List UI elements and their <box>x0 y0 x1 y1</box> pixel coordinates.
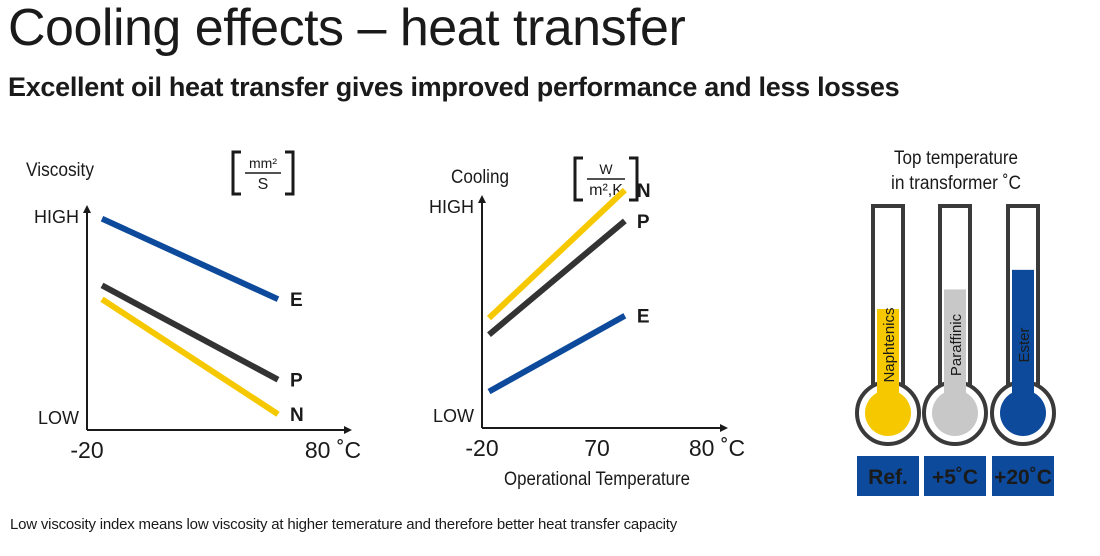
chart2-series-label-e: E <box>637 307 650 328</box>
chart2-series-label-n: N <box>637 181 651 202</box>
thermometer-ester: Ester +20˚C <box>990 204 1056 496</box>
page-title: Cooling effects – heat transfer <box>8 0 686 57</box>
thermometer-bulb-fluid-paraffinic <box>932 390 978 436</box>
value-box-naphtenics <box>857 456 919 496</box>
thermometer-bulb-fluid-ester <box>1000 390 1046 436</box>
chart2-series-line-n <box>486 187 627 321</box>
chart2-y-arrow <box>478 195 486 203</box>
chart1-series-label-p: P <box>290 371 303 392</box>
thermometer-fluid-ester <box>1012 269 1034 413</box>
thermometer-paraffinic: Paraffinic +5˚C <box>922 204 988 496</box>
thermometer-bulb-fluid-naphtenics <box>865 390 911 436</box>
value-box-ester <box>992 456 1054 496</box>
chart2-unit-denominator: m²,K <box>589 182 623 199</box>
value-box-paraffinic <box>924 456 986 496</box>
chart2-unit-bracket-right <box>629 156 639 202</box>
footnote: Low viscosity index means low viscosity … <box>10 516 678 533</box>
chart3-thermometers: Top temperature in transformer ˚C Naphteni… <box>855 148 1056 496</box>
thermometer-label-paraffinic: Paraffinic <box>948 313 965 376</box>
chart1-unit-bracket <box>231 150 295 196</box>
chart2-unit-bracket-left <box>573 156 583 202</box>
thermometer-label-naphtenics: Naphtenics <box>881 307 898 382</box>
chart2-y-high-label: HIGH <box>429 197 474 217</box>
chart1-x-tick-label: 80 ˚C <box>305 437 361 463</box>
chart1-y-axis-label: Viscosity <box>26 160 94 181</box>
chart1-unit-numerator: mm² <box>249 155 277 171</box>
chart2-series-label-p: P <box>637 212 650 233</box>
chart1-y-arrow <box>83 205 91 213</box>
chart1-x-tick-label: -20 <box>70 437 103 463</box>
chart2-unit-bracket <box>573 156 639 202</box>
thermometer-fluid-naphtenics <box>877 309 899 413</box>
chart2-series-line-e <box>487 313 627 395</box>
chart1-series-label-n: N <box>290 405 304 426</box>
chart1-series-line-n <box>100 296 280 417</box>
chart1-y-low-label: LOW <box>38 408 79 428</box>
chart2-x-tick-label: 80 ˚C <box>689 435 745 461</box>
chart1-unit-denominator: S <box>258 176 269 193</box>
page-subtitle: Excellent oil heat transfer gives improv… <box>8 72 900 102</box>
chart1-series-label-e: E <box>290 290 303 311</box>
value-label-paraffinic: +5˚C <box>932 466 978 489</box>
chart1-y-high-label: HIGH <box>34 207 79 227</box>
chart1-series-line-e <box>100 215 280 302</box>
chart2-x-axis-label: Operational Temperature <box>504 469 690 490</box>
value-label-naphtenics: Ref. <box>868 466 908 489</box>
chart1-series-line-p <box>100 282 280 383</box>
chart2-unit-numerator: W <box>599 161 613 177</box>
chart2-y-axis-label: Cooling <box>451 167 509 188</box>
chart1-unit-bracket-left <box>231 150 241 196</box>
chart3-title-line2: in transformer ˚C <box>891 173 1021 194</box>
thermometer-fluid-paraffinic <box>944 289 966 413</box>
chart1-unit-bracket-right <box>285 150 295 196</box>
value-label-ester: +20˚C <box>994 466 1052 489</box>
chart2-y-low-label: LOW <box>433 406 474 426</box>
chart2-x-tick-label: -20 <box>465 435 498 461</box>
chart2-series-line-p <box>487 218 627 337</box>
chart1-x-arrow <box>344 426 352 434</box>
chart2-x-tick-label: 70 <box>584 435 610 461</box>
chart2-x-arrow <box>720 424 728 432</box>
chart3-title-line1: Top temperature <box>894 148 1018 169</box>
thermometer-label-ester: Ester <box>1016 327 1033 362</box>
thermometer-naphtenics: Naphtenics Ref. <box>855 204 921 496</box>
